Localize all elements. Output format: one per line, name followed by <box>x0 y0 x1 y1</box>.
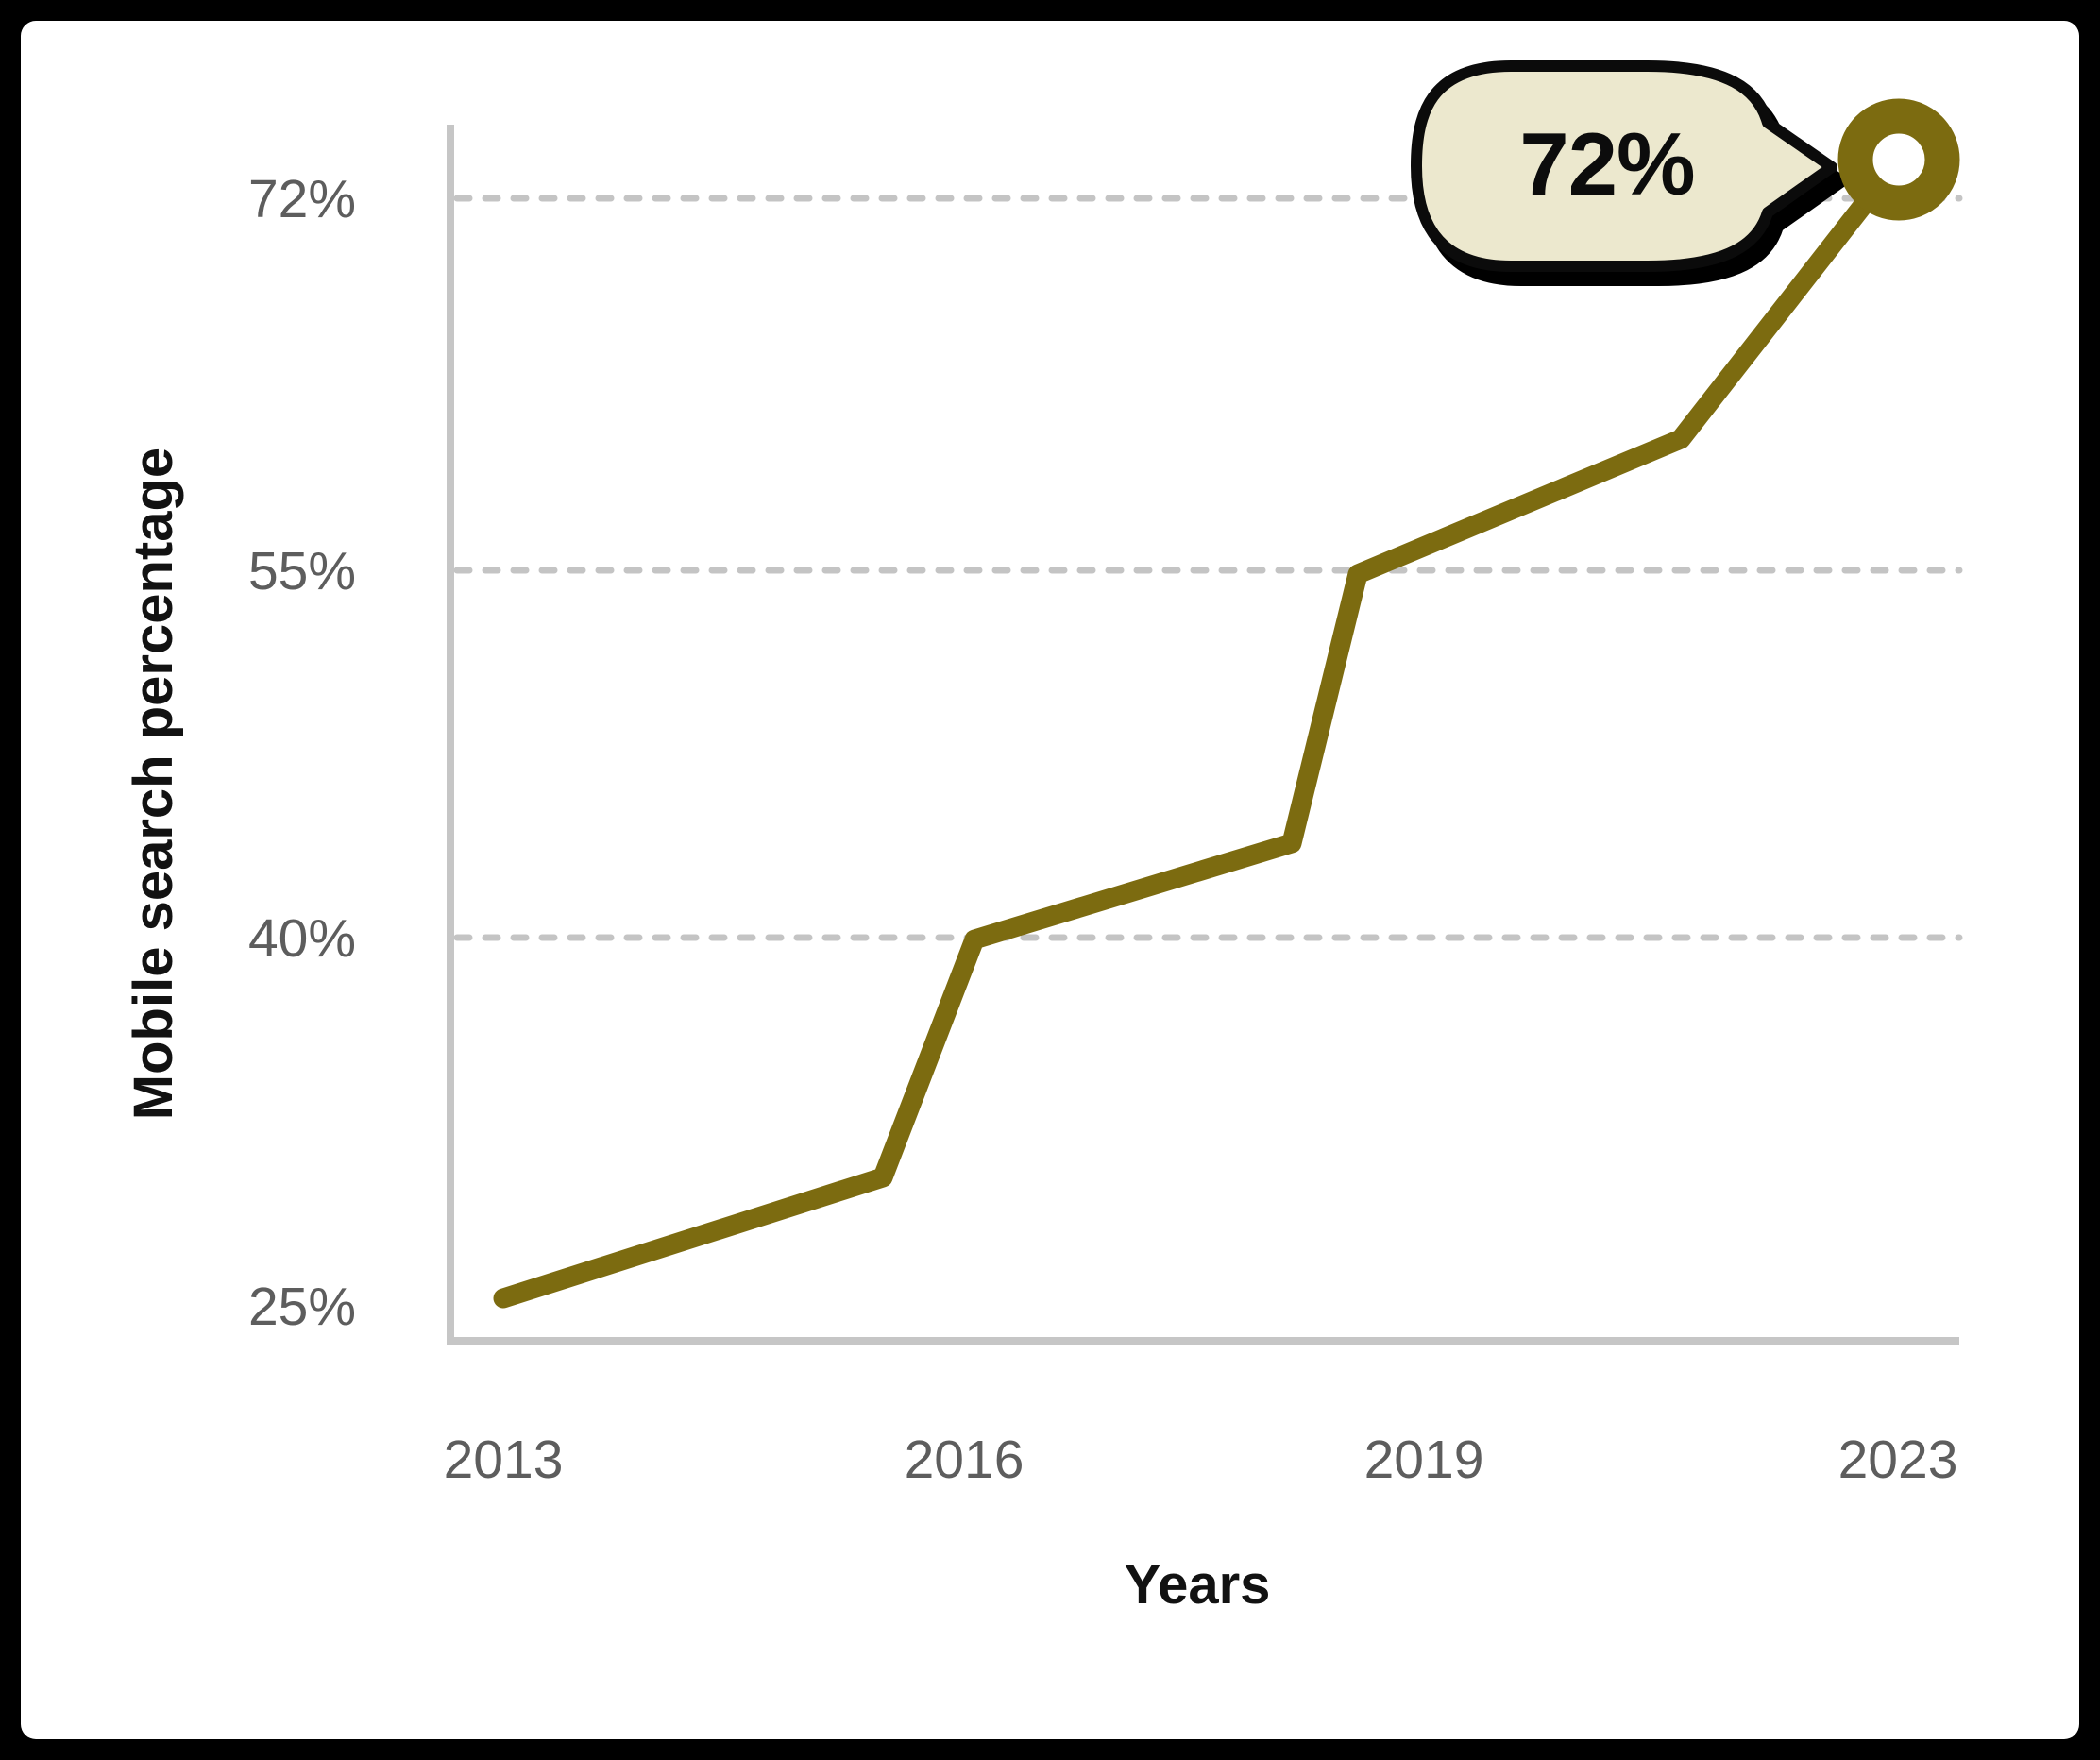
gridlines <box>453 195 1963 941</box>
y-tick-40: 40% <box>248 908 356 969</box>
data-line <box>493 149 1909 1309</box>
x-tick-2013: 2013 <box>444 1430 564 1490</box>
y-tick-72: 72% <box>248 169 356 229</box>
x-tick-2019: 2019 <box>1364 1430 1484 1490</box>
axes <box>447 125 1959 1345</box>
y-tick-25: 25% <box>248 1277 356 1337</box>
y-tick-labels: 72% 55% 40% 25% <box>248 169 356 1337</box>
x-tick-2023: 2023 <box>1838 1430 1958 1490</box>
chart-svg: 72% 72% 55% 40% 25% 2013 2016 2019 2023 … <box>123 60 1963 1616</box>
callout-bubble <box>1411 60 1838 272</box>
endpoint-marker <box>1838 98 1960 221</box>
y-tick-55: 55% <box>248 541 356 601</box>
x-tick-2016: 2016 <box>905 1430 1025 1490</box>
x-tick-labels: 2013 2016 2019 2023 <box>444 1430 1958 1490</box>
x-axis-title: Years <box>1125 1554 1271 1616</box>
y-axis-title: Mobile search percentage <box>123 448 184 1120</box>
callout-value: 72% <box>1519 114 1694 213</box>
chart-canvas: 72% 72% 55% 40% 25% 2013 2016 2019 2023 … <box>21 21 2079 1739</box>
